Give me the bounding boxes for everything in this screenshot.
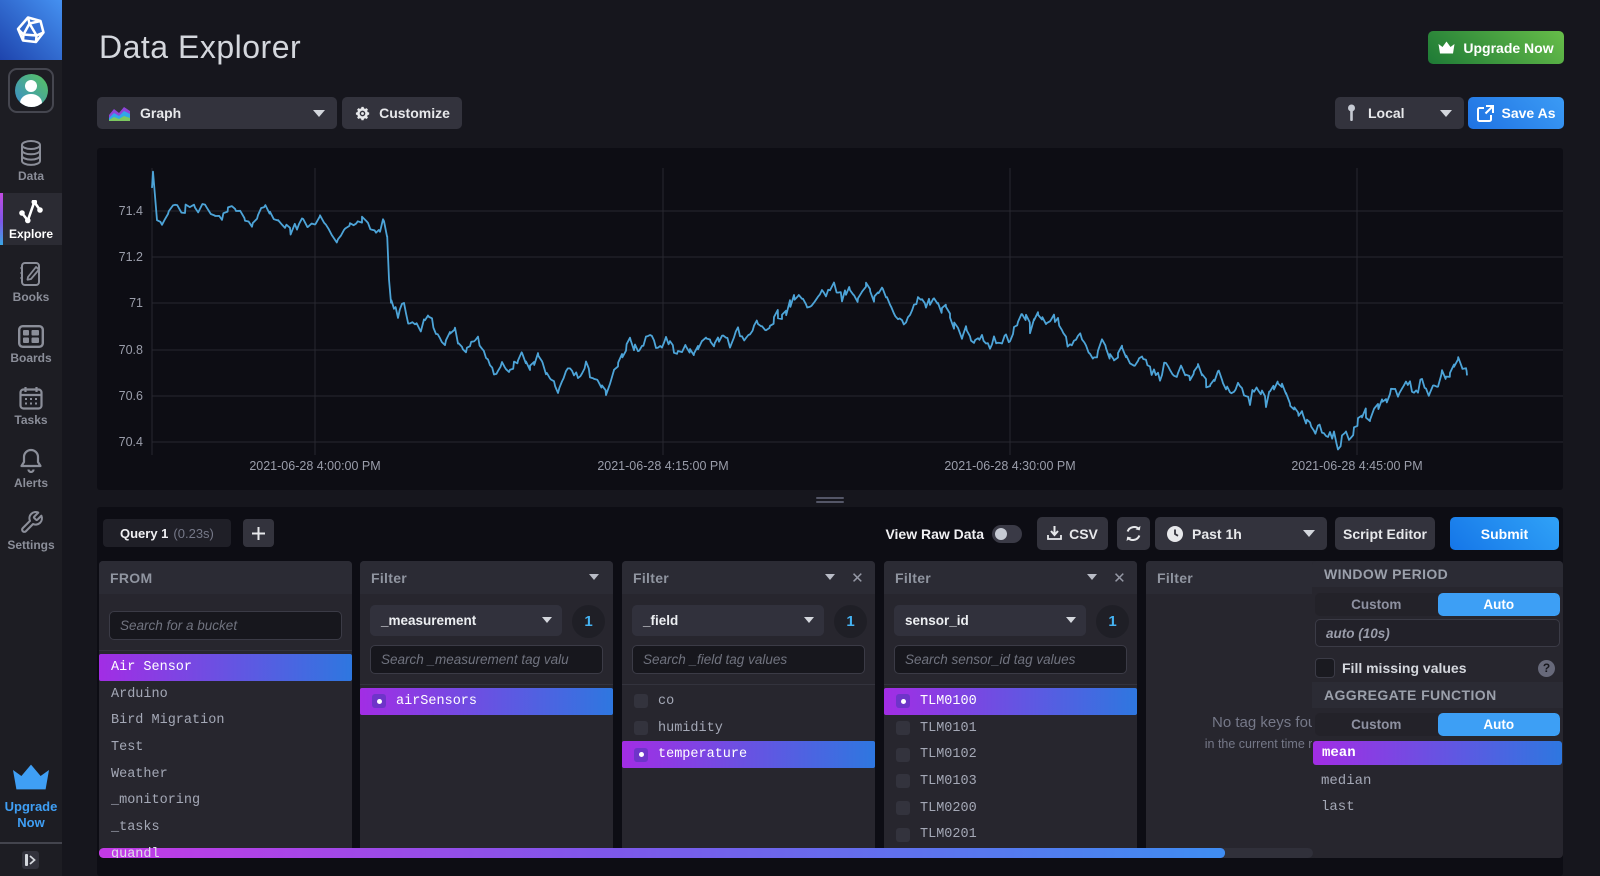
svg-text:2021-06-28 4:00:00 PM: 2021-06-28 4:00:00 PM — [249, 459, 380, 473]
svg-text:2021-06-28 4:15:00 PM: 2021-06-28 4:15:00 PM — [597, 459, 728, 473]
svg-text:2021-06-28 4:45:00 PM: 2021-06-28 4:45:00 PM — [1291, 459, 1422, 473]
svg-text:71.4: 71.4 — [119, 204, 143, 218]
svg-text:70.4: 70.4 — [119, 435, 143, 449]
svg-text:2021-06-28 4:30:00 PM: 2021-06-28 4:30:00 PM — [944, 459, 1075, 473]
svg-text:70.6: 70.6 — [119, 389, 143, 403]
svg-text:70.8: 70.8 — [119, 343, 143, 357]
svg-text:71: 71 — [129, 296, 143, 310]
svg-text:71.2: 71.2 — [119, 250, 143, 264]
